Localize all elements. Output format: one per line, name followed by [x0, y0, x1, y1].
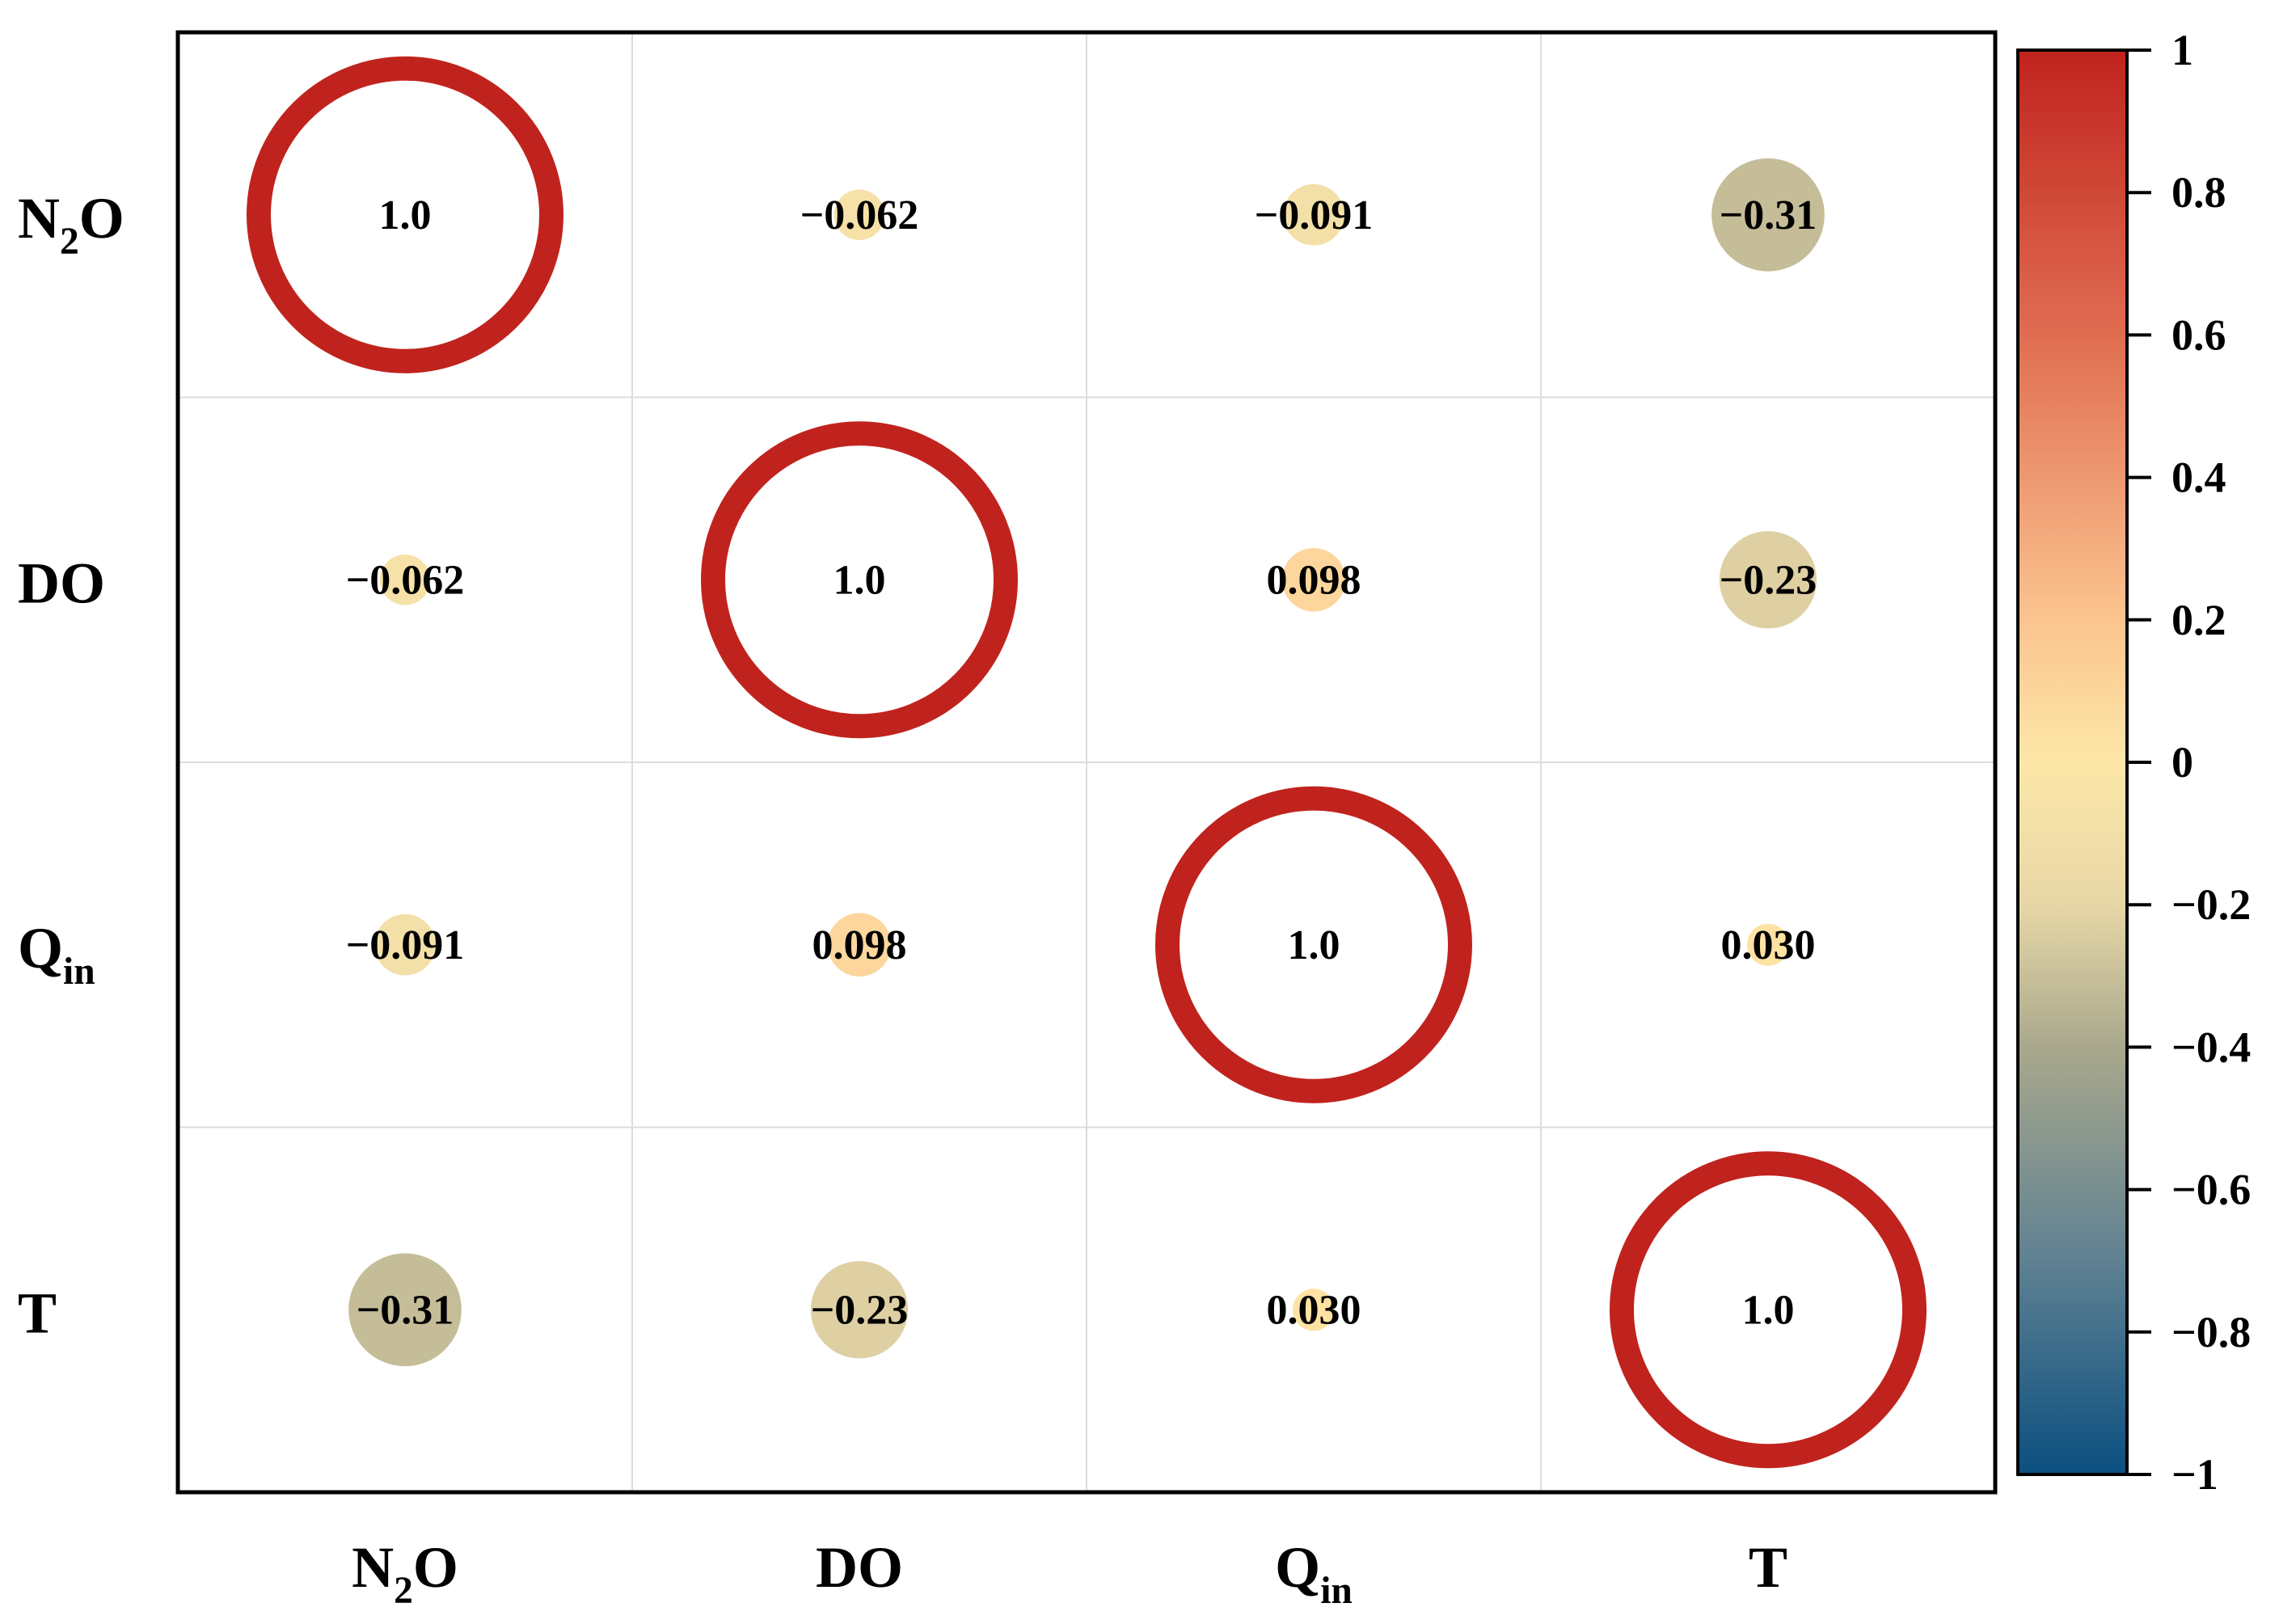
- colorbar: [2016, 49, 2129, 1476]
- colorbar-tick-label: 0.2: [2171, 596, 2226, 644]
- cell-DO-T-value-label: −0.23: [1720, 557, 1817, 603]
- cell-Qin-DO-value-label: 0.098: [812, 922, 907, 968]
- y-axis-label-T: T: [18, 1280, 57, 1345]
- x-axis-label-Qin-subscript: in: [1320, 1570, 1353, 1612]
- cell-DO-Qin-circle: [1281, 547, 1346, 612]
- cell-N2O-Qin-circle: [1283, 183, 1344, 246]
- x-axis-label-DO-base: DO: [816, 1535, 903, 1600]
- y-axis-label-DO-base: DO: [18, 550, 105, 615]
- cell-Qin-DO-circle: [827, 913, 892, 977]
- cell-N2O-T-circle: [1711, 158, 1825, 272]
- cell-T-N2O-value-label: −0.31: [357, 1287, 454, 1333]
- cell-T-Qin-value-label: 0.030: [1267, 1287, 1361, 1333]
- cell-DO-DO-value-label: 1.0: [834, 557, 886, 603]
- cell-DO-DO-ring: [701, 421, 1018, 739]
- colorbar-tick-label: −0.2: [2171, 880, 2251, 929]
- cell-T-T-value-label: 1.0: [1742, 1287, 1795, 1333]
- x-axis-label-N2O-tail: O: [413, 1535, 458, 1600]
- colorbar-tick-label: −0.6: [2171, 1166, 2251, 1214]
- cell-N2O-N2O-value-label: 1.0: [379, 192, 432, 238]
- cell-T-DO-value-label: −0.23: [811, 1287, 909, 1333]
- y-axis-label-DO: DO: [18, 550, 105, 615]
- cell-T-Qin-circle: [1293, 1289, 1335, 1331]
- cell-N2O-DO-value-label: −0.062: [800, 192, 919, 238]
- plot-frame: [175, 30, 1998, 1495]
- y-axis-label-Qin: Qin: [18, 916, 95, 993]
- cell-N2O-T-value-label: −0.31: [1720, 192, 1817, 238]
- cell-DO-N2O-circle: [379, 555, 431, 605]
- x-axis-label-DO: DO: [816, 1535, 903, 1600]
- cell-N2O-N2O-ring: [247, 56, 563, 373]
- cell-DO-T-circle: [1719, 531, 1817, 629]
- colorbar-tick-label: −0.8: [2171, 1308, 2251, 1356]
- cell-N2O-DO-circle: [834, 189, 885, 240]
- colorbar-tick-label: 1: [2171, 26, 2193, 74]
- cell-Qin-N2O-value-label: −0.091: [346, 922, 465, 968]
- y-axis-label-N2O-subscript: 2: [60, 221, 79, 263]
- cell-T-T-ring: [1610, 1151, 1927, 1469]
- x-axis-label-N2O: N2O: [352, 1535, 458, 1612]
- x-axis-label-Qin-base: Q: [1275, 1535, 1320, 1600]
- y-axis-label-N2O-tail: O: [79, 186, 125, 251]
- colorbar-tick-label: 0.4: [2171, 453, 2226, 502]
- x-axis-label-N2O-subscript: 2: [394, 1570, 413, 1612]
- colorbar-tick-label: 0.6: [2171, 310, 2226, 359]
- cell-Qin-Qin-value-label: 1.0: [1288, 922, 1340, 968]
- cell-Qin-T-value-label: 0.030: [1721, 922, 1816, 968]
- cell-Qin-N2O-circle: [374, 913, 436, 976]
- colorbar-tick-label: 0: [2171, 738, 2193, 787]
- cell-DO-N2O-value-label: −0.062: [346, 557, 465, 603]
- x-axis-label-T-base: T: [1749, 1535, 1787, 1600]
- cell-Qin-Qin-ring: [1155, 786, 1472, 1103]
- cell-T-N2O-circle: [348, 1253, 462, 1367]
- colorbar-tick-label: −1: [2171, 1450, 2218, 1499]
- y-axis-label-Qin-subscript: in: [63, 951, 95, 993]
- cell-N2O-Qin-value-label: −0.091: [1255, 192, 1374, 238]
- cell-DO-Qin-value-label: 0.098: [1267, 557, 1361, 603]
- y-axis-label-Qin-base: Q: [18, 916, 63, 981]
- x-axis-label-N2O-base: N: [352, 1535, 394, 1600]
- y-axis-label-T-base: T: [18, 1280, 57, 1345]
- colorbar-tick-label: −0.4: [2171, 1023, 2251, 1071]
- colorbar-tick-label: 0.8: [2171, 168, 2226, 217]
- cell-T-DO-circle: [810, 1261, 909, 1359]
- cell-Qin-T-circle: [1747, 923, 1789, 966]
- x-axis-label-Qin: Qin: [1275, 1535, 1353, 1612]
- y-axis-label-N2O-base: N: [18, 186, 60, 251]
- x-axis-label-T: T: [1749, 1535, 1787, 1600]
- y-axis-label-N2O: N2O: [18, 186, 125, 263]
